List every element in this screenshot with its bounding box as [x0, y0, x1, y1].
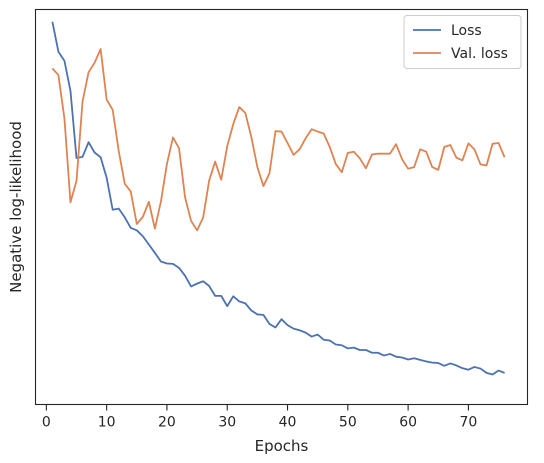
y-axis-label: Negative log-likelihood	[7, 121, 25, 293]
x-axis-ticks: 0 10 20 30 40 50 60 70	[42, 404, 477, 431]
x-tick-label: 50	[339, 415, 357, 431]
x-tick-label: 40	[279, 415, 297, 431]
legend-label-loss: Loss	[451, 23, 482, 39]
plot-lines	[51, 21, 506, 376]
series-line-val-loss	[51, 48, 506, 232]
x-tick-label: 70	[459, 415, 477, 431]
plot-frame	[34, 8, 529, 406]
x-axis-label: Epochs	[255, 437, 309, 455]
legend-box	[403, 15, 522, 69]
x-tick-label: 60	[399, 415, 417, 431]
series-line-loss	[51, 21, 505, 376]
x-tick-label: 20	[158, 415, 176, 431]
legend: Loss Val. loss	[403, 15, 522, 69]
x-tick-label: 30	[218, 415, 236, 431]
legend-label-val-loss: Val. loss	[451, 46, 508, 62]
x-tick-label: 0	[42, 415, 51, 431]
x-tick-label: 10	[98, 415, 116, 431]
